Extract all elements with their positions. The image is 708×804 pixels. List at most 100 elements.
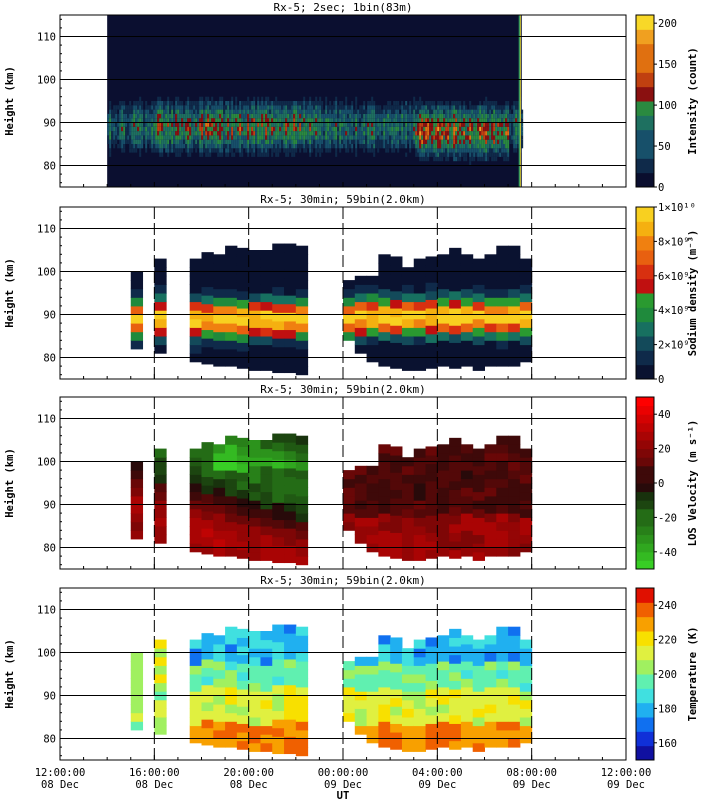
- intensity-cell: [263, 148, 266, 153]
- intensity-cell: [381, 113, 384, 119]
- intensity-cell: [197, 109, 200, 114]
- intensity-cell: [491, 135, 494, 140]
- colorbar-tick-label: 220: [658, 635, 677, 647]
- intensity-cell: [185, 139, 188, 144]
- intensity-cell: [245, 139, 248, 144]
- intensity-cell: [443, 126, 446, 132]
- intensity-cell: [341, 118, 344, 123]
- intensity-cell: [241, 101, 244, 106]
- heatmap-cell: [366, 336, 379, 346]
- intensity-cell: [369, 101, 372, 106]
- intensity-cell: [503, 148, 506, 153]
- intensity-cell: [321, 131, 324, 136]
- intensity-cell: [167, 135, 170, 140]
- intensity-cell: [209, 118, 212, 123]
- intensity-cell: [469, 156, 472, 162]
- intensity-cell: [107, 118, 110, 123]
- intensity-cell: [129, 109, 132, 114]
- intensity-cell: [495, 122, 498, 127]
- heatmap-cell: [472, 508, 485, 518]
- intensity-cell: [131, 122, 134, 127]
- intensity-cell: [427, 101, 430, 106]
- intensity-cell: [375, 131, 378, 136]
- heatmap-cell: [213, 521, 226, 531]
- intensity-cell: [125, 118, 128, 123]
- intensity-cell: [257, 105, 260, 110]
- intensity-cell: [327, 126, 330, 132]
- heatmap-cell: [425, 689, 438, 699]
- intensity-cell: [377, 148, 380, 153]
- intensity-cell: [367, 139, 370, 144]
- intensity-cell: [119, 101, 122, 106]
- intensity-cell: [115, 131, 118, 136]
- heatmap-cell: [154, 344, 167, 354]
- intensity-cell: [163, 105, 166, 110]
- intensity-cell: [515, 144, 518, 149]
- intensity-cell: [433, 135, 436, 140]
- intensity-cell: [299, 126, 302, 132]
- heatmap-cell: [225, 452, 238, 462]
- heatmap-cell: [437, 686, 450, 696]
- intensity-cell: [307, 105, 310, 110]
- intensity-cell: [217, 135, 220, 140]
- intensity-cell: [321, 144, 324, 149]
- intensity-cell: [207, 96, 210, 101]
- intensity-cell: [437, 105, 440, 110]
- intensity-cell: [451, 135, 454, 140]
- intensity-cell: [259, 109, 262, 114]
- intensity-cell: [289, 122, 292, 127]
- heatmap-cell: [130, 504, 144, 514]
- intensity-cell: [487, 126, 490, 132]
- intensity-cell: [417, 118, 420, 123]
- heatmap-cell: [236, 351, 250, 361]
- intensity-cell: [303, 101, 306, 106]
- intensity-cell: [125, 126, 128, 132]
- intensity-cell: [289, 131, 292, 136]
- heatmap-cell: [437, 495, 450, 505]
- heatmap-cell: [437, 357, 450, 367]
- intensity-cell: [171, 126, 174, 132]
- heatmap-cell: [437, 271, 450, 281]
- intensity-cell: [405, 122, 408, 127]
- intensity-cell: [411, 109, 414, 114]
- intensity-cell: [241, 148, 244, 153]
- heatmap-cell: [484, 712, 497, 722]
- intensity-cell: [263, 126, 266, 132]
- intensity-cell: [329, 118, 332, 123]
- intensity-cell: [171, 131, 174, 136]
- intensity-cell: [445, 122, 448, 127]
- intensity-cell: [477, 148, 480, 153]
- heatmap-cell: [519, 318, 533, 328]
- intensity-cell: [215, 144, 218, 149]
- intensity-cell: [235, 118, 238, 123]
- intensity-cell: [517, 135, 520, 140]
- intensity-cell: [507, 135, 510, 140]
- heatmap-cell: [390, 290, 403, 300]
- intensity-cell: [157, 113, 160, 119]
- intensity-cell: [163, 101, 166, 106]
- intensity-cell: [215, 135, 218, 140]
- heatmap-cell: [295, 504, 309, 514]
- intensity-cell: [121, 118, 124, 123]
- intensity-cell: [145, 126, 148, 132]
- intensity-cell: [109, 109, 112, 114]
- intensity-cell: [505, 113, 508, 119]
- heatmap-cell: [413, 318, 427, 328]
- intensity-cell: [397, 131, 400, 136]
- intensity-cell: [359, 135, 362, 140]
- intensity-cell: [457, 126, 460, 132]
- intensity-cell: [355, 144, 358, 149]
- intensity-cell: [501, 139, 504, 144]
- heatmap-cell: [236, 732, 250, 742]
- intensity-cell: [135, 113, 138, 119]
- intensity-cell: [251, 118, 254, 123]
- intensity-cell: [331, 105, 334, 110]
- intensity-cell: [405, 152, 408, 157]
- intensity-cell: [135, 118, 138, 123]
- intensity-cell: [319, 144, 322, 149]
- heatmap-cell: [354, 293, 368, 303]
- intensity-cell: [469, 113, 472, 119]
- intensity-cell: [381, 135, 384, 140]
- intensity-cell: [469, 135, 472, 140]
